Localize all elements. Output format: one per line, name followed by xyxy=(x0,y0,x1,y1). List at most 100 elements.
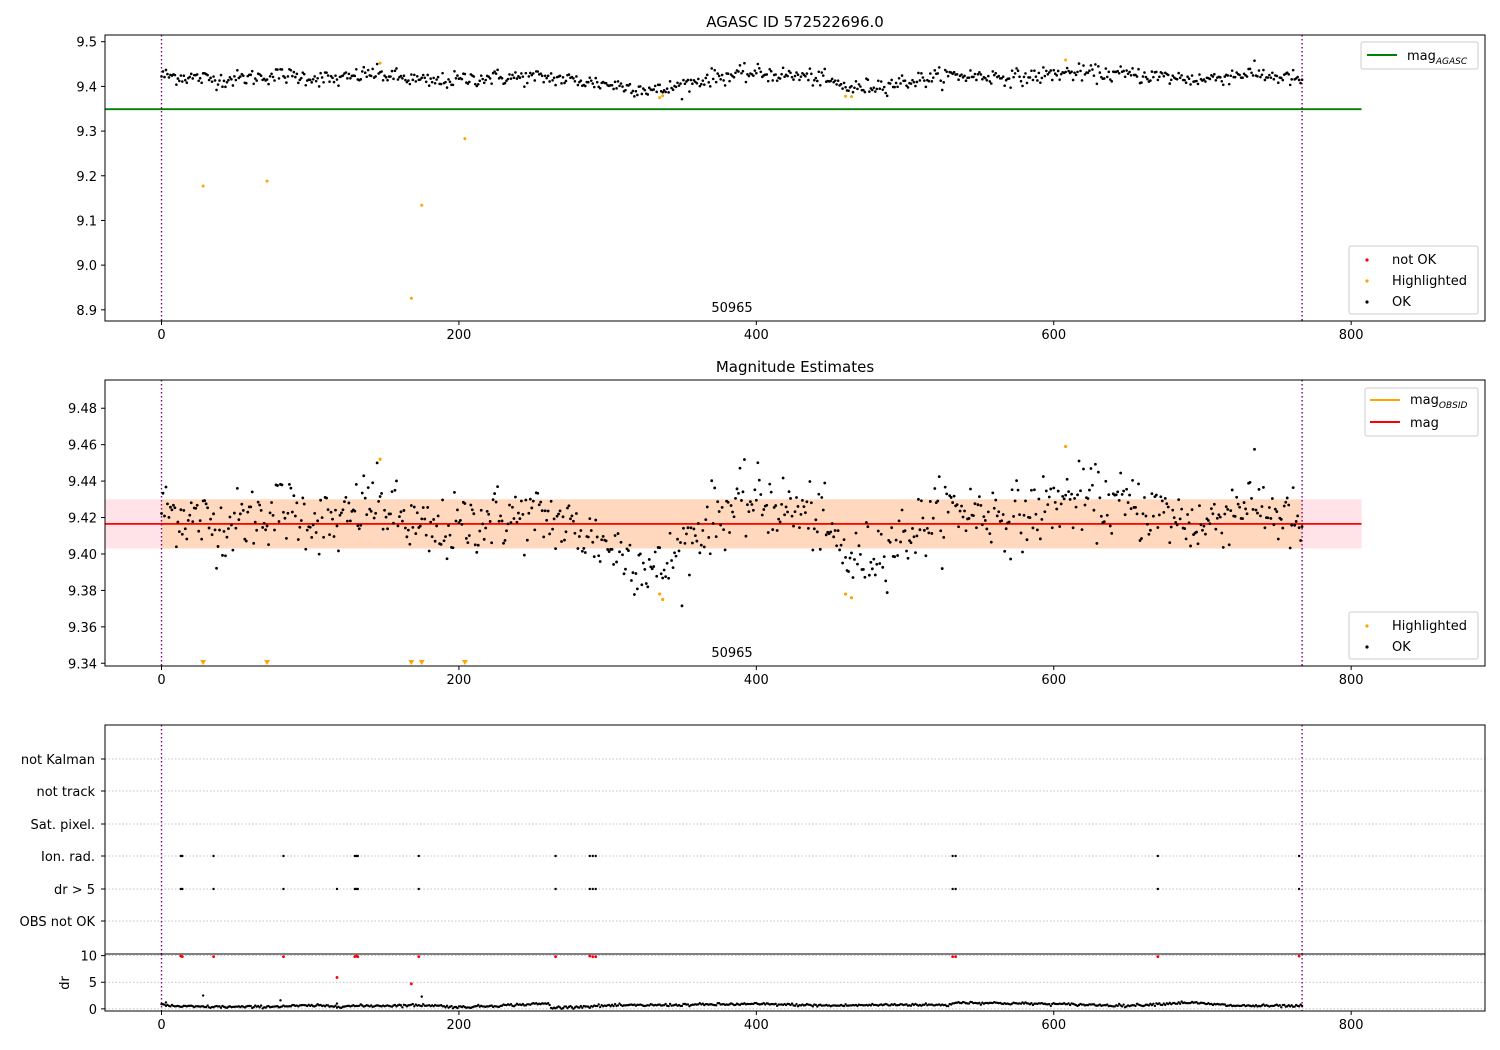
ok-point xyxy=(377,499,381,503)
ok-point xyxy=(716,72,719,75)
ok-point xyxy=(1045,69,1048,73)
ok-point xyxy=(1221,83,1225,87)
ok-point xyxy=(664,90,667,94)
ok-point xyxy=(1241,517,1245,521)
ok-point xyxy=(1149,79,1152,82)
ok-point xyxy=(612,87,615,91)
ok-point xyxy=(479,508,483,512)
ok-point xyxy=(639,85,642,88)
ok-point xyxy=(482,537,486,541)
ok-point xyxy=(414,80,418,83)
ok-point xyxy=(216,545,220,548)
ok-point xyxy=(890,78,893,82)
ok-point xyxy=(160,75,163,78)
ok-point xyxy=(833,79,837,82)
ok-point xyxy=(227,527,230,531)
ok-point xyxy=(875,562,879,566)
ok-point xyxy=(280,68,284,71)
ok-point xyxy=(1046,72,1050,76)
ok-point xyxy=(1183,527,1187,530)
ok-point xyxy=(813,78,816,82)
ok-point xyxy=(250,69,254,73)
ok-point xyxy=(1288,546,1292,550)
ok-point xyxy=(792,524,795,528)
ok-point xyxy=(771,79,774,82)
ok-point xyxy=(536,491,540,495)
ok-point xyxy=(521,75,525,78)
ok-point xyxy=(755,71,758,75)
ok-point xyxy=(676,81,679,85)
ok-point xyxy=(289,486,293,490)
ok-point xyxy=(1146,522,1149,526)
ok-point xyxy=(392,77,395,81)
ok-point xyxy=(1256,511,1259,515)
ok-point xyxy=(1300,525,1304,529)
ok-point xyxy=(232,511,236,515)
ok-point xyxy=(292,70,296,74)
ok-point xyxy=(484,78,487,82)
ok-point xyxy=(796,73,800,77)
ok-point xyxy=(189,501,193,505)
dr-point xyxy=(967,1002,971,1005)
ok-point xyxy=(250,490,254,494)
ok-point xyxy=(256,500,260,504)
ok-point xyxy=(429,520,433,524)
ok-point xyxy=(360,491,364,495)
ok-point xyxy=(530,73,534,77)
ok-point xyxy=(167,515,171,519)
ok-point xyxy=(652,565,656,568)
ok-point xyxy=(188,513,192,517)
ok-point xyxy=(838,548,842,552)
ok-point xyxy=(701,79,705,82)
ok-point xyxy=(683,541,687,545)
ok-point xyxy=(964,529,968,533)
ok-point xyxy=(1089,467,1093,470)
ok-point xyxy=(353,74,357,78)
ok-point xyxy=(627,549,630,552)
ok-point xyxy=(1143,496,1146,499)
ok-point xyxy=(447,524,450,528)
ok-point xyxy=(732,515,736,519)
ok-point xyxy=(413,73,416,77)
ok-point xyxy=(302,72,306,76)
ok-point xyxy=(273,79,276,82)
dr-point xyxy=(588,1006,591,1010)
ok-point xyxy=(484,526,488,530)
ok-point xyxy=(1033,488,1036,492)
ok-point xyxy=(789,497,792,500)
ok-point xyxy=(616,532,620,535)
ok-point xyxy=(1276,537,1280,541)
ok-point xyxy=(503,539,507,542)
ok-point xyxy=(463,502,467,505)
ok-point xyxy=(308,525,312,529)
dr-point xyxy=(1175,1002,1179,1005)
ok-point xyxy=(500,519,504,523)
ok-point xyxy=(1128,70,1131,74)
ok-point xyxy=(652,88,656,91)
ok-point xyxy=(253,77,257,80)
ok-point xyxy=(1144,514,1148,518)
ok-point xyxy=(325,71,328,74)
ok-point xyxy=(270,72,273,76)
ok-point xyxy=(848,556,852,560)
ok-point xyxy=(536,70,540,73)
ok-point xyxy=(811,548,815,552)
ok-point xyxy=(320,516,324,520)
ok-point xyxy=(225,80,229,84)
ok-point xyxy=(575,75,578,78)
ok-point xyxy=(1088,69,1091,73)
ok-point xyxy=(360,70,364,73)
ok-point xyxy=(1282,504,1286,508)
ok-point xyxy=(1159,495,1163,499)
ok-point xyxy=(198,519,202,523)
x-tick-label: 800 xyxy=(1339,328,1364,343)
ok-point xyxy=(1079,489,1082,493)
ok-point xyxy=(751,508,755,512)
ok-point xyxy=(1178,76,1182,80)
ok-point xyxy=(799,75,803,78)
ok-point xyxy=(670,86,673,90)
ok-point xyxy=(476,543,480,547)
ok-point xyxy=(1233,514,1237,518)
ok-point xyxy=(674,85,678,89)
ok-point xyxy=(1059,72,1063,76)
